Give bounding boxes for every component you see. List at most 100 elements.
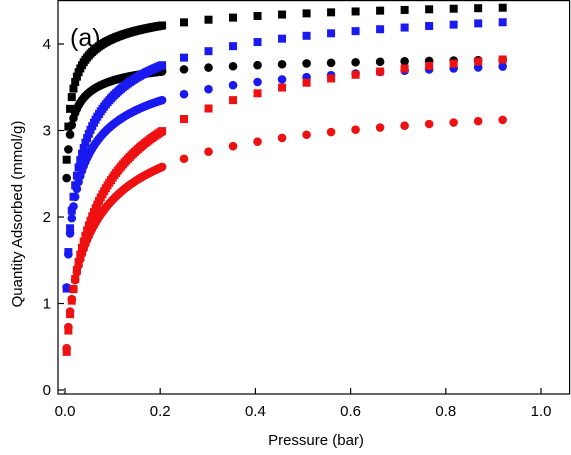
data-point — [180, 18, 188, 27]
x-tick-label: 1.0 — [531, 403, 552, 420]
x-tick-label: 0.4 — [245, 403, 266, 420]
data-point — [400, 64, 409, 73]
data-point — [88, 212, 97, 221]
data-point — [67, 294, 77, 304]
data-point — [278, 83, 287, 92]
data-point — [158, 61, 167, 70]
x-axis-title: Pressure (bar) — [268, 432, 364, 449]
data-point — [86, 216, 95, 225]
x-axis-ticks: 0.0 0.2 0.4 0.6 0.8 1.0 — [55, 388, 552, 420]
series-5 — [62, 115, 507, 353]
data-point — [424, 119, 434, 129]
data-point — [498, 115, 507, 125]
data-point — [204, 15, 213, 24]
data-point — [474, 4, 483, 13]
data-point — [66, 224, 75, 233]
data-point — [253, 137, 262, 146]
data-point — [158, 21, 167, 30]
series-4 — [62, 55, 507, 356]
data-point — [351, 57, 360, 67]
data-point — [180, 115, 188, 124]
data-point — [253, 77, 262, 87]
data-point — [400, 56, 409, 66]
data-point — [326, 127, 336, 137]
data-point — [76, 156, 85, 165]
data-point — [67, 93, 76, 102]
panel-label: (a) — [70, 24, 101, 52]
data-point — [327, 8, 336, 17]
data-point — [302, 9, 311, 18]
data-point — [228, 80, 238, 90]
data-point — [70, 275, 80, 285]
data-point — [425, 5, 434, 14]
data-point — [425, 22, 434, 31]
data-point — [474, 57, 483, 66]
data-point — [375, 57, 385, 67]
data-point — [253, 60, 262, 70]
x-tick-label: 0.2 — [150, 403, 171, 420]
data-point — [278, 34, 287, 43]
data-point — [62, 155, 71, 164]
data-point — [228, 141, 238, 151]
data-point — [473, 116, 483, 126]
data-point — [157, 162, 167, 172]
data-point — [65, 229, 75, 238]
data-point — [277, 75, 287, 84]
data-point — [327, 29, 336, 38]
data-point — [228, 61, 238, 71]
data-point — [179, 89, 189, 99]
data-point — [229, 96, 238, 105]
data-point — [204, 104, 213, 113]
data-point — [62, 343, 71, 353]
data-point — [70, 192, 80, 202]
data-point — [67, 213, 77, 223]
data-point — [69, 284, 78, 294]
data-point — [67, 120, 77, 130]
data-point — [375, 123, 385, 132]
data-point — [69, 84, 78, 93]
data-point — [69, 202, 78, 211]
data-point — [498, 62, 507, 71]
data-point — [376, 67, 385, 76]
data-point — [425, 61, 434, 70]
data-point — [498, 18, 507, 27]
data-point — [204, 63, 213, 72]
data-point — [498, 55, 507, 64]
data-point — [81, 138, 90, 147]
data-point — [351, 70, 360, 79]
data-point — [72, 268, 82, 277]
data-point — [376, 25, 385, 34]
data-point — [62, 173, 71, 183]
data-point — [253, 11, 262, 20]
data-point — [326, 58, 336, 68]
y-axis-title: Quantity Adsorbed (mmol/g) — [9, 121, 26, 308]
data-point — [64, 322, 73, 332]
data-point — [180, 53, 188, 62]
series-3 — [62, 62, 507, 292]
data-point — [449, 59, 458, 68]
data-point — [400, 121, 409, 130]
data-point — [400, 23, 409, 32]
x-tick-label: 0.6 — [340, 403, 361, 420]
series-0 — [62, 3, 507, 164]
data-point — [253, 89, 262, 98]
data-point — [65, 130, 75, 139]
data-point — [302, 31, 311, 40]
data-point — [302, 130, 311, 140]
data-point — [400, 5, 409, 14]
data-point — [62, 283, 71, 292]
data-point — [66, 104, 75, 113]
data-point — [71, 77, 80, 86]
data-point — [277, 59, 287, 69]
y-tick-label: 0 — [43, 382, 51, 399]
data-point — [253, 38, 262, 47]
y-axis-ticks: 0 1 2 3 4 — [43, 36, 64, 399]
data-point — [78, 149, 87, 158]
data-point — [83, 134, 92, 143]
data-point — [229, 42, 238, 51]
data-point — [72, 184, 82, 194]
x-tick-label: 0.0 — [55, 403, 76, 420]
data-point — [449, 4, 458, 13]
data-point — [179, 65, 189, 74]
